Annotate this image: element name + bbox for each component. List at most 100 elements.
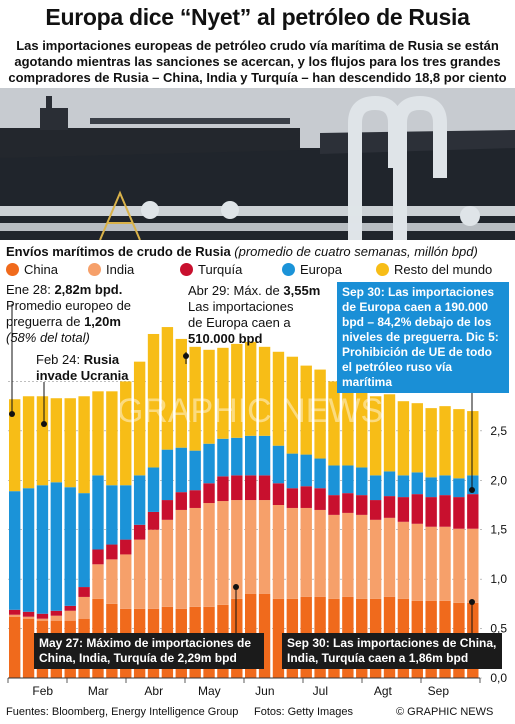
bar-segment-india — [231, 500, 243, 599]
bar-segment-india — [175, 509, 187, 609]
bar-segment-india — [50, 615, 63, 621]
bar-segment-europa — [189, 450, 201, 491]
bar-segment-india — [439, 526, 451, 601]
annotation-dot — [469, 599, 475, 605]
bar-segment-europa — [120, 485, 132, 540]
bar-segment-turquia — [314, 488, 326, 510]
y-tick-label: 0,5 — [490, 622, 507, 636]
annotation-jan28-value: 2,82m bpd. — [54, 282, 123, 297]
annotation-apr29-text-a: Abr 29: Máx. de — [188, 283, 284, 298]
bar-segment-india — [383, 517, 396, 597]
bar-segment-india — [203, 503, 215, 607]
legend-item: Europa — [282, 262, 342, 277]
bar-segment-india — [397, 521, 410, 599]
annotation-sep30-asia: Sep 30: Las importaciones de China, Indi… — [282, 633, 502, 669]
tanker-photo-illustration — [0, 88, 515, 240]
bar-segment-china — [272, 598, 285, 678]
bar-segment-resto-del-mundo — [92, 391, 104, 476]
bar-segment-turquia — [147, 511, 160, 530]
bar-segment-resto-del-mundo — [36, 396, 49, 486]
bar-segment-europa — [217, 438, 229, 477]
bar-segment-resto-del-mundo — [300, 365, 312, 455]
bar-segment-resto-del-mundo — [50, 398, 63, 483]
annotation-dot — [183, 353, 189, 359]
bar-segment-resto-del-mundo — [78, 396, 90, 494]
bar-segment-resto-del-mundo — [328, 381, 340, 466]
y-tick-label: 1,5 — [490, 523, 507, 537]
bar-segment-turquia — [342, 493, 354, 513]
bar-segment-resto-del-mundo — [425, 408, 437, 478]
bar-segment-europa — [245, 435, 257, 476]
bar-segment-turquia — [36, 613, 49, 619]
footer: Fuentes: Bloomberg, Energy Intelligence … — [0, 704, 515, 724]
bar-segment-europa — [272, 445, 285, 484]
bar-segment-europa — [286, 453, 299, 489]
x-tick-label: Abr — [144, 684, 163, 698]
annotation-jan28-text-d: (58% del total) — [6, 330, 90, 345]
bar-segment-turquia — [92, 549, 104, 565]
tanker-photo — [0, 88, 515, 240]
bar-segment-europa — [356, 467, 368, 496]
annotation-feb24-text-c: invade Ucrania — [36, 368, 129, 383]
y-tick-label: 0,0 — [490, 671, 507, 685]
bar-segment-india — [467, 528, 479, 603]
bar-segment-europa — [9, 491, 21, 610]
bar-segment-resto-del-mundo — [258, 346, 271, 436]
annotation-jan28-value2: 1,20m — [84, 314, 121, 329]
annotation-may27: May 27: Máximo de importaciones de China… — [34, 633, 264, 669]
bar-segment-resto-del-mundo — [9, 399, 21, 492]
bar-segment-india — [328, 514, 340, 599]
bar-segment-india — [78, 596, 90, 619]
bar-segment-turquia — [189, 490, 201, 508]
annotation-dot — [9, 411, 15, 417]
legend-label: India — [106, 262, 135, 277]
bar-segment-resto-del-mundo — [189, 346, 201, 451]
bar-segment-india — [106, 559, 118, 604]
page-title: Europa dice “Nyet” al petróleo de Rusia — [45, 4, 470, 30]
bar-segment-india — [92, 564, 104, 599]
bar-segment-india — [286, 507, 299, 599]
bar-segment-resto-del-mundo — [383, 394, 396, 472]
bar-segment-turquia — [425, 497, 437, 527]
annotation-apr29-text-c: Las importaciones — [188, 299, 294, 314]
bar-segment-turquia — [50, 610, 63, 616]
bar-segment-india — [369, 519, 382, 599]
bar-segment-europa — [453, 478, 465, 498]
legend-label: Resto del mundo — [394, 262, 493, 277]
bar-segment-resto-del-mundo — [439, 406, 451, 476]
legend-swatch — [88, 263, 101, 276]
y-tick-label: 1,0 — [490, 572, 507, 586]
bar-segment-resto-del-mundo — [369, 396, 382, 476]
bar-segment-india — [425, 526, 437, 601]
bar-segment-china — [22, 618, 35, 678]
footer-sources: Fuentes: Bloomberg, Energy Intelligence … — [6, 706, 239, 718]
bar-segment-europa — [314, 458, 326, 489]
legend-item: China — [6, 262, 58, 277]
legend-item: India — [88, 262, 134, 277]
x-tick-label: Agt — [374, 684, 393, 698]
bar-segment-europa — [203, 443, 215, 484]
legend-item: Turquía — [180, 262, 242, 277]
bar-segment-resto-del-mundo — [64, 398, 76, 488]
bar-segment-resto-del-mundo — [272, 351, 285, 446]
page-subtitle: Las importaciones europeas de petróleo c… — [8, 38, 507, 85]
bar-segment-india — [133, 539, 146, 609]
bar-segment-europa — [161, 449, 174, 501]
annotation-feb24-text-b: Rusia — [83, 352, 120, 367]
bar-segment-india — [36, 618, 49, 621]
annotation-apr29-value: 3,55m — [283, 283, 321, 298]
bar-segment-india — [120, 554, 132, 609]
legend-label: Turquía — [198, 262, 243, 277]
bar-segment-europa — [439, 475, 451, 496]
bar-segment-china — [9, 616, 21, 678]
bar-segment-resto-del-mundo — [314, 369, 326, 459]
bar-segment-turquia — [161, 500, 174, 520]
bar-segment-turquia — [467, 494, 479, 529]
bar-segment-resto-del-mundo — [467, 411, 479, 476]
x-tick-label: Jul — [313, 684, 328, 698]
bar-segment-turquia — [258, 475, 271, 501]
bar-segment-europa — [258, 435, 271, 476]
legend-swatch — [6, 263, 19, 276]
bar-segment-resto-del-mundo — [411, 403, 423, 473]
annotation-apr29-value2: 510.000 bpd — [188, 331, 263, 346]
